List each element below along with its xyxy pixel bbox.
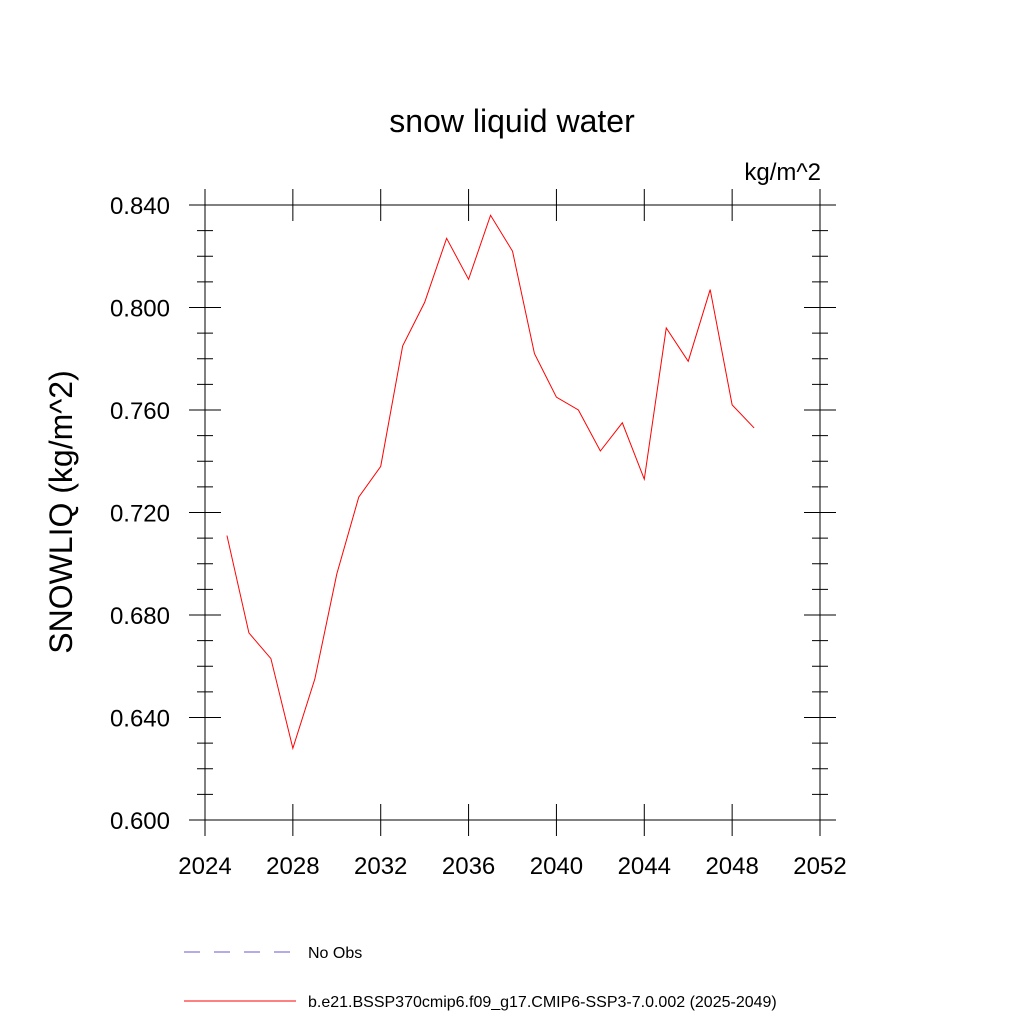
x-tick-label: 2028 <box>266 853 319 880</box>
x-tick-label: 2024 <box>178 853 231 880</box>
series-line <box>226 214 755 751</box>
y-axis-label: SNOWLIQ (kg/m^2) <box>43 370 79 653</box>
x-tick-label: 2052 <box>793 853 846 880</box>
x-tick-label: 2040 <box>530 853 583 880</box>
x-tick-label: 2044 <box>618 853 671 880</box>
y-tick-label: 0.800 <box>110 296 170 323</box>
x-tick-label: 2048 <box>705 853 758 880</box>
y-tick-label: 0.680 <box>110 603 170 630</box>
axis-ticks: 0.600 0.640 0.680 0.720 0.760 0.800 0.840 2024 2… <box>110 189 847 880</box>
y-tick-label: 0.760 <box>110 398 170 425</box>
y-tick-label: 0.600 <box>110 808 170 835</box>
legend-label: No Obs <box>308 945 362 962</box>
y-tick-label: 0.640 <box>110 706 170 733</box>
series-lines <box>226 214 755 751</box>
x-tick-label: 2036 <box>442 853 495 880</box>
units-label: kg/m^2 <box>744 159 821 186</box>
chart-title: snow liquid water <box>389 103 635 139</box>
legend-label: b.e21.BSSP370cmip6.f09_g17.CMIP6-SSP3-7.… <box>308 994 777 1011</box>
y-tick-label: 0.720 <box>110 501 170 528</box>
y-tick-label: 0.840 <box>110 193 170 220</box>
x-tick-label: 2032 <box>354 853 407 880</box>
plot-frame <box>204 204 821 821</box>
legend: No Obs b.e21.BSSP370cmip6.f09_g17.CMIP6-S… <box>184 945 777 1011</box>
